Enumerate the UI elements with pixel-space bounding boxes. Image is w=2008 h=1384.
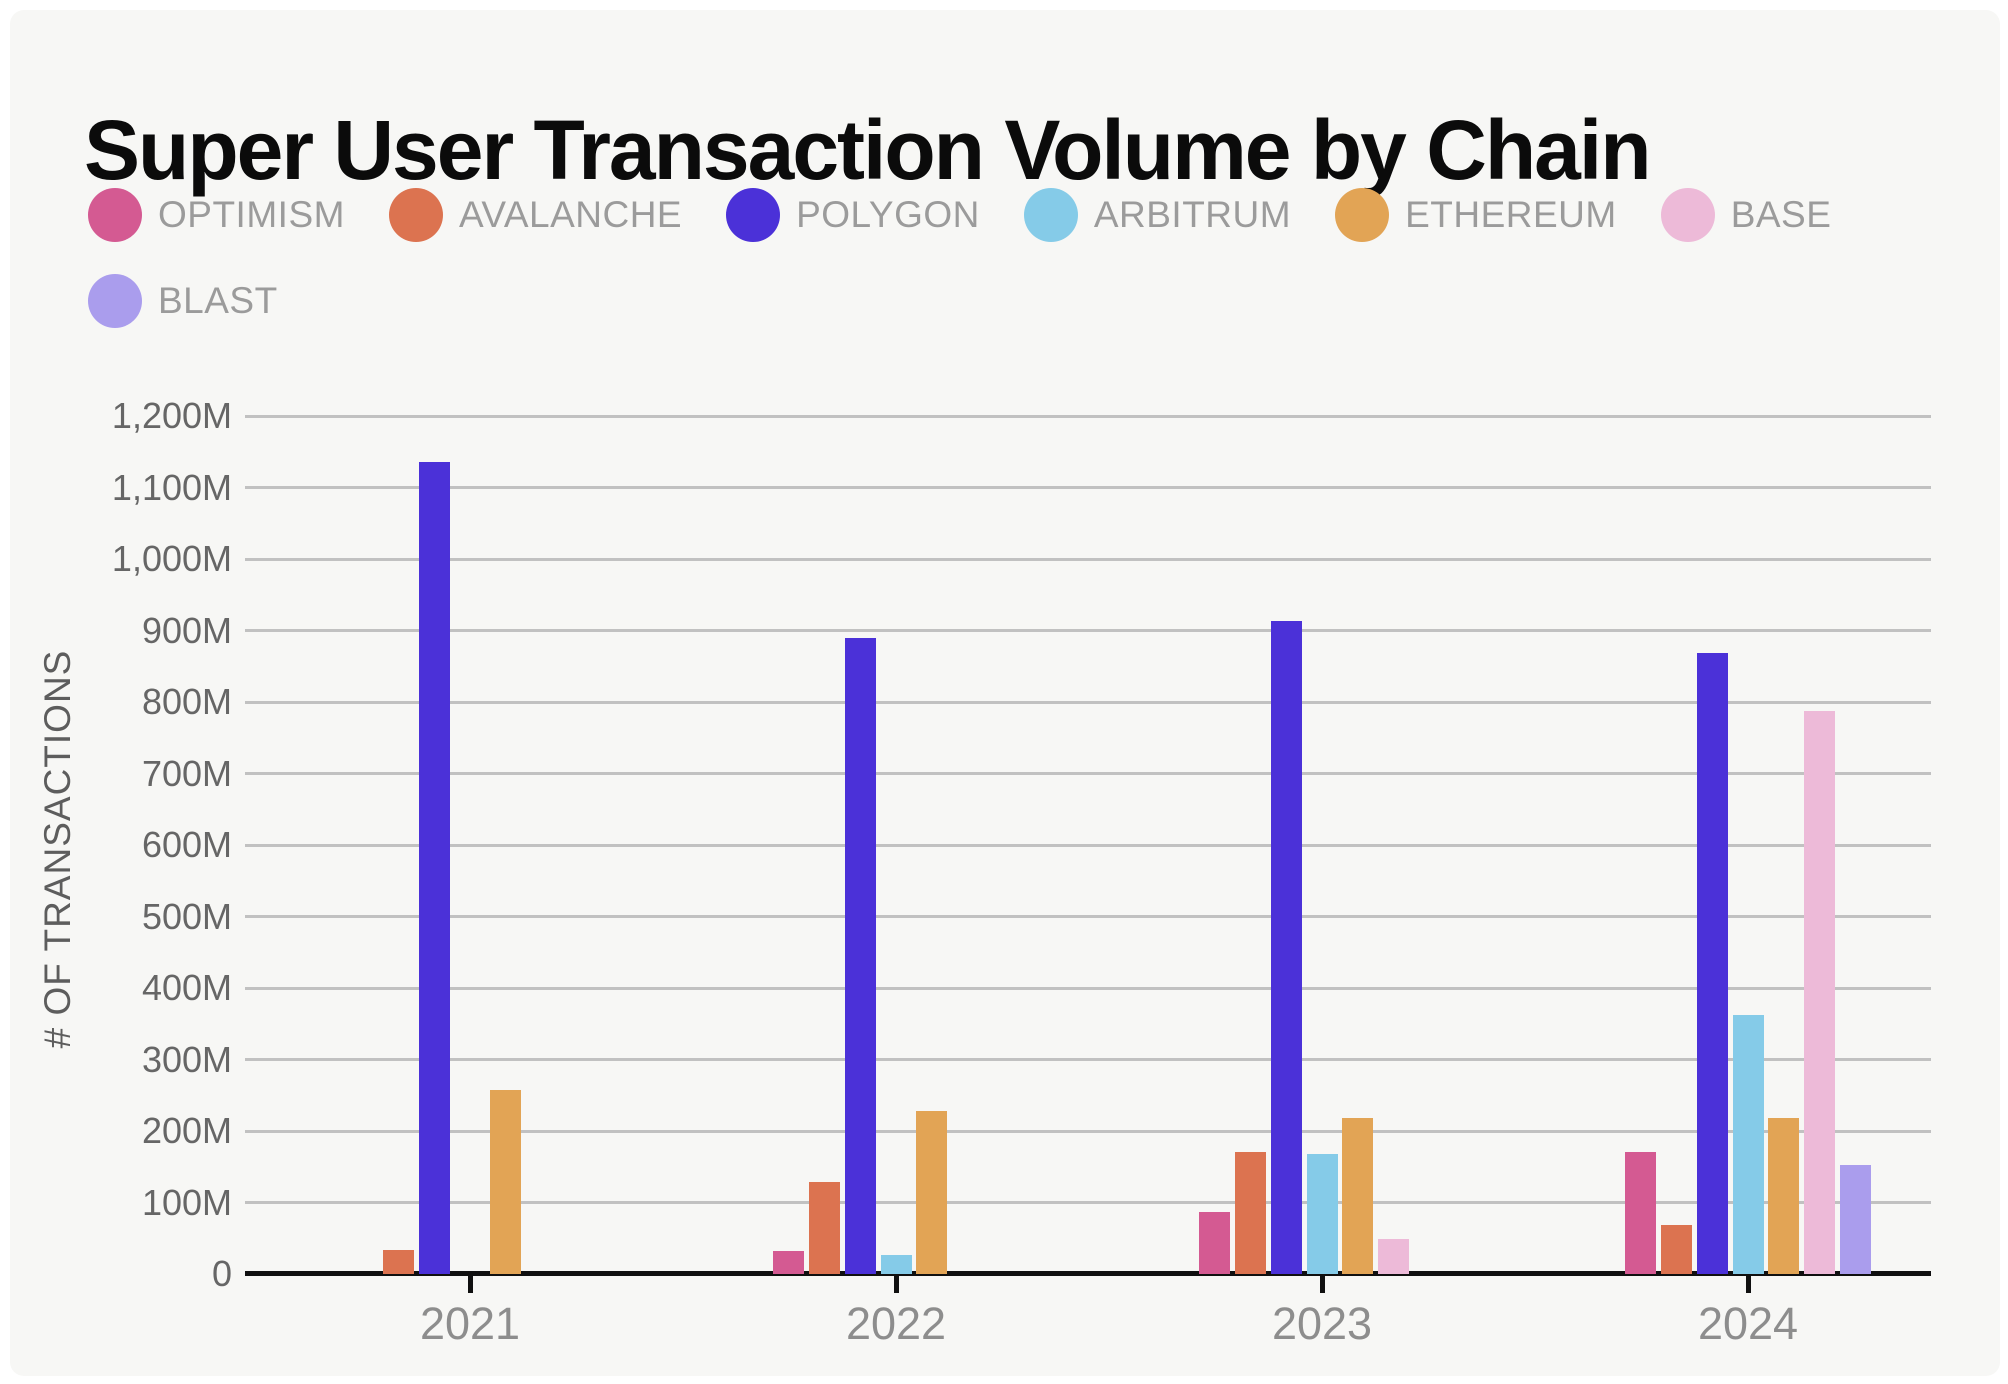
y-tick-label: 800M	[141, 681, 232, 722]
chart-card: Super User Transaction Volume by Chain O…	[10, 10, 2000, 1376]
legend-item-ethereum: ETHEREUM	[1335, 188, 1617, 242]
legend: OPTIMISM AVALANCHE POLYGON ARBITRUM ETHEREUM…	[88, 188, 1848, 328]
legend-label: BASE	[1730, 194, 1832, 235]
gridline-1200M	[245, 414, 1931, 418]
y-tick-label: 600M	[141, 824, 232, 865]
x-axis-tick-2022	[893, 1274, 899, 1293]
legend-item-optimism: OPTIMISM	[88, 188, 345, 242]
legend-swatch-polygon	[726, 188, 781, 242]
bar-optimism-2024	[1625, 1151, 1657, 1274]
gridline-1100M	[245, 486, 1931, 489]
legend-swatch-base	[1660, 188, 1715, 242]
bar-avalanche-2023	[1235, 1151, 1267, 1274]
bar-optimism-2023	[1199, 1211, 1231, 1274]
bar-avalanche-2022	[809, 1182, 841, 1274]
y-tick-label: 400M	[141, 967, 232, 1008]
y-tick-label: 1,000M	[111, 538, 232, 579]
legend-swatch-blast	[88, 274, 142, 328]
legend-swatch-ethereum	[1335, 188, 1390, 242]
bar-polygon-2023	[1270, 621, 1302, 1274]
bar-ethereum-2021	[490, 1089, 522, 1274]
gridline-900M	[245, 629, 1931, 632]
x-axis-tick-2021	[467, 1274, 473, 1293]
bar-blast-2024	[1839, 1165, 1871, 1274]
legend-label: POLYGON	[796, 194, 980, 235]
gridline-100M	[245, 1201, 1931, 1204]
y-tick-label: 300M	[141, 1038, 232, 1080]
legend-item-base: BASE	[1660, 188, 1832, 242]
bar-base-2024	[1803, 711, 1835, 1274]
x-axis-tick-2024	[1745, 1274, 1751, 1293]
bar-ethereum-2023	[1342, 1118, 1374, 1274]
y-tick-label: 1,100M	[111, 466, 232, 508]
bar-base-2023	[1377, 1238, 1409, 1274]
y-tick-label: 100M	[141, 1181, 232, 1223]
bar-polygon-2022	[844, 638, 876, 1274]
bar-optimism-2022	[773, 1251, 805, 1274]
bar-arbitrum-2023	[1306, 1153, 1338, 1274]
bar-arbitrum-2024	[1732, 1015, 1764, 1274]
gridline-700M	[245, 772, 1931, 775]
bar-polygon-2021	[418, 461, 450, 1274]
legend-label: ARBITRUM	[1093, 194, 1292, 235]
legend-item-blast: BLAST	[88, 274, 278, 328]
legend-swatch-avalanche	[388, 188, 443, 242]
bar-polygon-2024	[1696, 653, 1728, 1274]
bar-ethereum-2024	[1768, 1118, 1800, 1274]
x-axis-label-2023: 2023	[1271, 1298, 1373, 1349]
gridline-400M	[245, 986, 1931, 990]
chart-title: Super User Transaction Volume by Chain	[84, 103, 1652, 198]
x-axis-tick-2023	[1319, 1274, 1325, 1293]
legend-item-polygon: POLYGON	[726, 188, 980, 242]
bar-avalanche-2024	[1661, 1224, 1693, 1274]
x-axis-label-2024: 2024	[1697, 1298, 1799, 1349]
x-axis-line	[245, 1271, 1931, 1276]
y-tick-label: 1,200M	[111, 395, 232, 436]
gridline-800M	[245, 700, 1931, 704]
y-tick-label: 200M	[141, 1110, 232, 1151]
gridline-300M	[245, 1058, 1931, 1061]
bar-avalanche-2021	[383, 1250, 415, 1274]
gridline-200M	[245, 1129, 1931, 1133]
plot-area	[245, 414, 1931, 1276]
gridline-600M	[245, 843, 1931, 847]
y-tick-label: 0	[211, 1253, 232, 1294]
legend-item-avalanche: AVALANCHE	[388, 188, 683, 242]
legend-label: AVALANCHE	[458, 194, 683, 235]
legend-label: BLAST	[158, 280, 278, 321]
y-tick-label: 700M	[141, 752, 232, 794]
gridline-1000M	[245, 557, 1931, 561]
legend-item-arbitrum: ARBITRUM	[1023, 188, 1292, 242]
bar-ethereum-2022	[916, 1110, 948, 1274]
gridline-500M	[245, 915, 1931, 918]
x-axis-label-2021: 2021	[419, 1298, 521, 1349]
legend-label: ETHEREUM	[1405, 194, 1617, 235]
chart-area: # OF TRANSACTIONS 1,200M 1,100M 1,000M 900M…	[10, 10, 2000, 1376]
x-axis-label-2022: 2022	[845, 1298, 947, 1349]
legend-swatch-optimism	[88, 188, 142, 242]
y-tick-label: 900M	[141, 609, 232, 651]
bar-arbitrum-2022	[880, 1254, 912, 1274]
legend-label: OPTIMISM	[158, 194, 345, 235]
legend-swatch-arbitrum	[1023, 188, 1078, 242]
y-tick-label: 500M	[141, 895, 232, 937]
